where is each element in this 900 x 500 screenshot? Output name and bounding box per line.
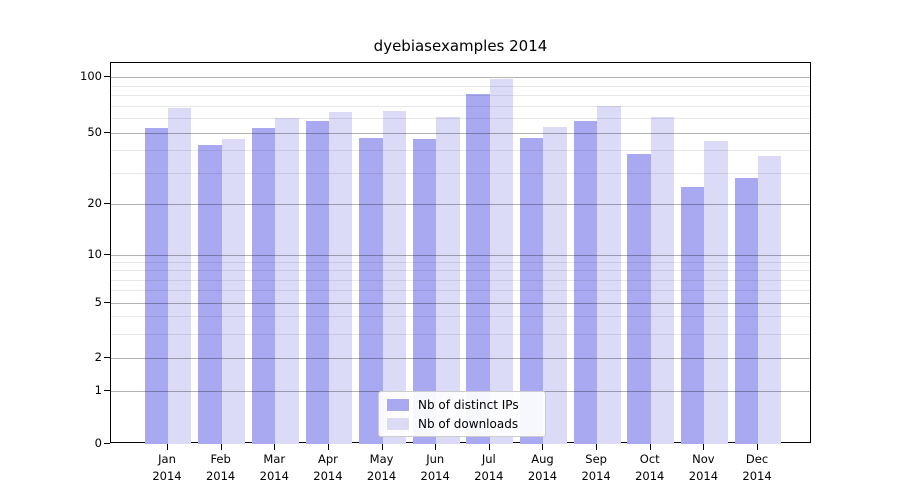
y-tick-label-5: 5 [94,295,102,309]
legend-item-distinct-ips: Nb of distinct IPs [387,397,545,412]
x-tick-mark-jul [488,444,490,450]
legend-label-downloads: Nb of downloads [418,416,519,431]
bar-distinct-ips-dec [734,177,759,444]
y-tick-label-10: 10 [87,247,102,261]
x-tick-mark-nov [703,444,705,450]
bar-distinct-ips-jun [412,139,437,444]
gridline-minor-80 [111,95,810,97]
bar-downloads-jan [168,108,192,444]
y-tick-mark-10 [104,254,110,255]
x-tick-label-mar: Mar 2014 [259,452,289,483]
bar-downloads-aug [543,126,567,444]
legend-swatch-downloads [387,417,409,430]
bar-downloads-may [382,110,406,444]
gridline-minor-90 [111,85,810,87]
x-tick-mark-aug [542,444,544,450]
gridline-minor-6 [111,290,810,292]
gridline-minor-60 [111,118,810,120]
bar-distinct-ips-sep [573,121,598,444]
gridline-minor-30 [111,172,810,174]
bar-distinct-ips-may [359,137,383,444]
y-tick-mark-5 [104,302,110,303]
x-tick-label-jul: Jul 2014 [474,452,504,483]
y-tick-mark-50 [104,132,110,133]
x-tick-label-may: May 2014 [366,452,397,483]
x-tick-mark-jan [167,444,168,450]
y-tick-mark-20 [104,203,110,204]
x-tick-mark-dec [757,444,759,450]
x-tick-mark-apr [327,444,329,450]
x-tick-label-jan: Jan 2014 [152,452,182,483]
y-tick-label-1: 1 [94,383,102,397]
x-tick-mark-oct [649,444,651,450]
gridline-20 [111,204,810,205]
legend: Nb of distinct IPs Nb of downloads [378,391,546,437]
x-tick-mark-mar [274,444,276,450]
gridline-5 [111,303,810,304]
x-tick-label-dec: Dec 2014 [742,452,772,483]
y-tick-mark-100 [104,76,110,77]
gridline-minor-9 [111,262,810,264]
gridline-minor-40 [111,150,810,152]
x-tick-mark-feb [220,444,222,450]
x-tick-label-apr: Apr 2014 [313,452,343,483]
bar-downloads-mar [275,118,299,444]
bar-downloads-dec [758,156,782,444]
x-tick-label-aug: Aug 2014 [527,452,558,483]
gridline-100 [111,77,810,78]
bar-downloads-sep [597,105,621,444]
bar-distinct-ips-nov [681,186,705,444]
gridline-minor-70 [111,105,810,107]
x-tick-mark-sep [596,444,598,450]
gridline-minor-7 [111,279,810,281]
x-tick-label-oct: Oct 2014 [635,452,665,483]
x-tick-label-nov: Nov 2014 [688,452,719,483]
legend-label-distinct-ips: Nb of distinct IPs [418,397,519,412]
y-tick-label-20: 20 [87,196,102,210]
x-tick-label-jun: Jun 2014 [420,452,450,483]
gridline-10 [111,255,810,256]
bar-downloads-oct [650,116,675,444]
plot-area [110,62,811,444]
y-tick-label-100: 100 [80,69,102,83]
chart-title: dyebiasexamples 2014 [373,37,548,55]
bar-distinct-ips-jan [144,128,168,444]
x-tick-label-feb: Feb 2014 [205,452,236,483]
y-tick-label-50: 50 [87,125,102,139]
bar-distinct-ips-oct [627,154,651,444]
bar-distinct-ips-mar [251,128,276,444]
legend-item-downloads: Nb of downloads [387,416,545,431]
x-tick-mark-may [381,444,383,450]
bar-downloads-apr [328,111,353,444]
gridline-2 [111,358,810,359]
y-tick-mark-1 [104,390,110,391]
bar-distinct-ips-apr [305,121,329,444]
bar-distinct-ips-jul [466,94,490,444]
gridline-50 [111,133,810,134]
gridline-minor-8 [111,270,810,272]
bar-downloads-jul [489,78,514,444]
bar-distinct-ips-aug [520,137,544,444]
gridline-minor-3 [111,333,810,335]
y-tick-label-2: 2 [94,350,102,364]
bar-distinct-ips-feb [198,144,222,444]
y-tick-label-0: 0 [94,436,102,450]
y-tick-mark-2 [104,357,110,358]
bar-downloads-nov [704,141,728,444]
gridline-minor-4 [111,316,810,318]
bar-downloads-jun [436,116,460,444]
bar-downloads-feb [221,139,246,444]
legend-swatch-distinct-ips [387,398,409,411]
y-tick-mark-0 [104,443,110,444]
x-tick-label-sep: Sep 2014 [581,452,611,483]
x-tick-mark-jun [435,444,437,450]
